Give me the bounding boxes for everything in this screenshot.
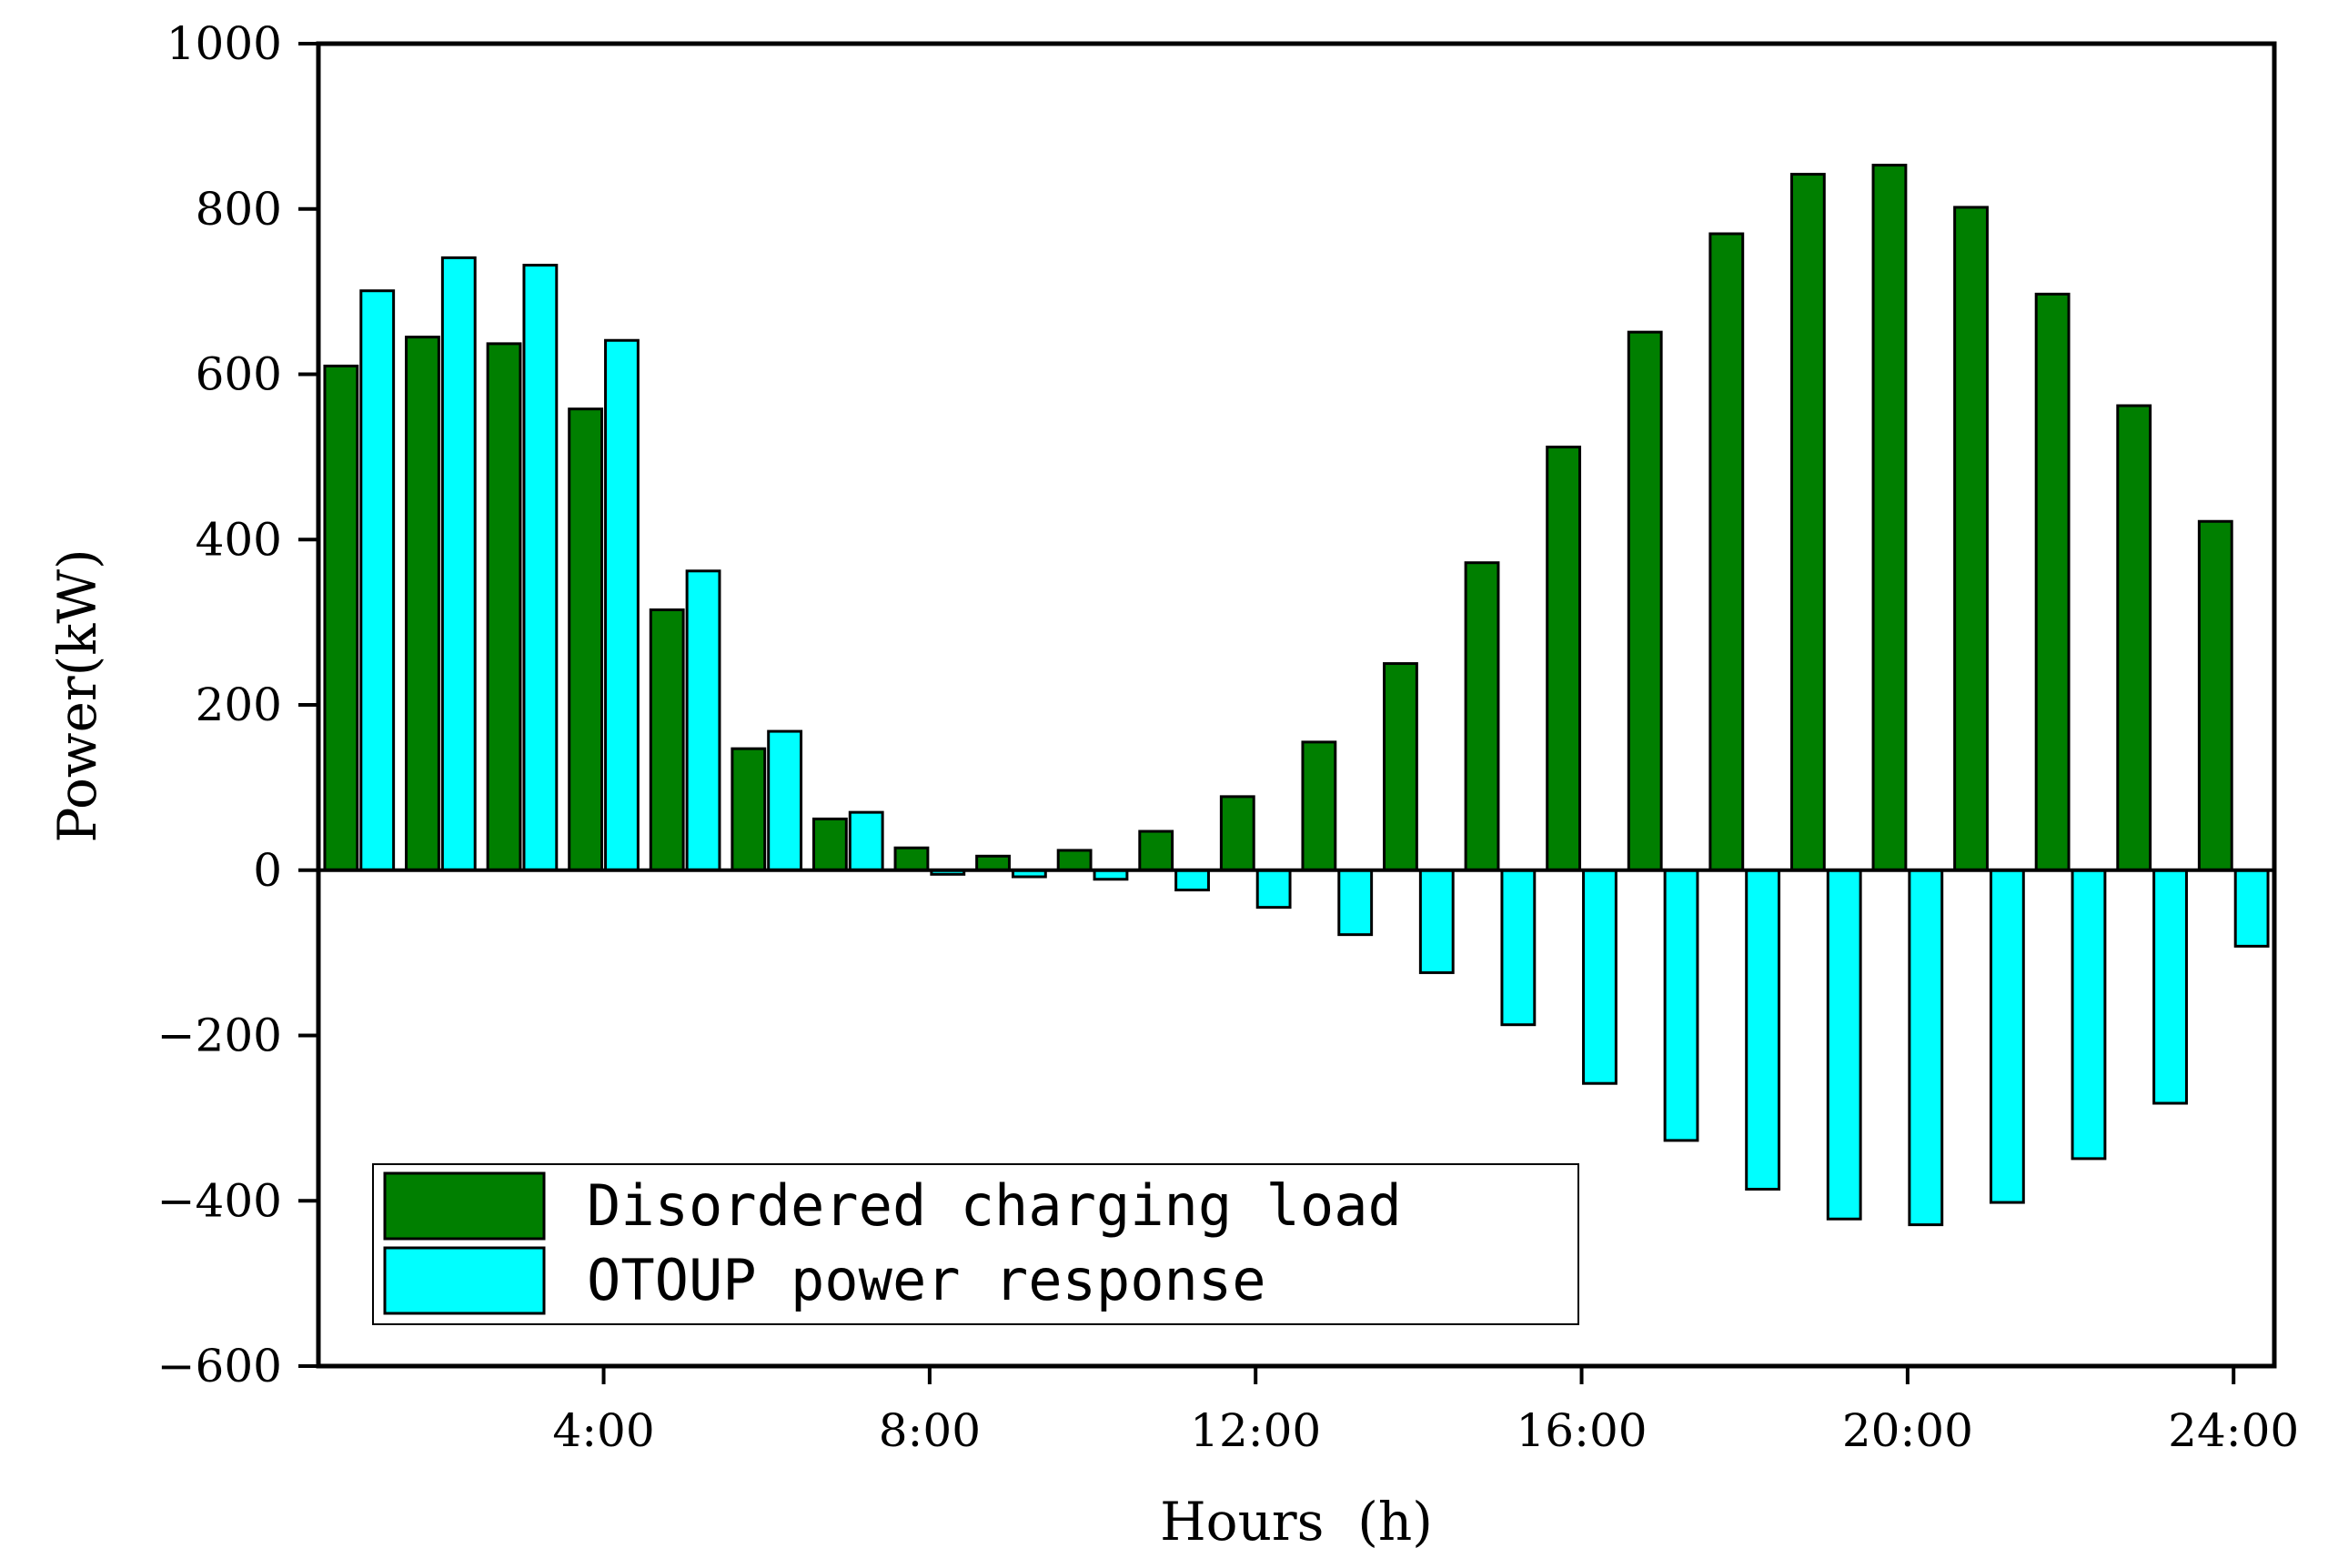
bar-otoup-12: [1255, 869, 1292, 910]
y-tick-label-2: 600: [196, 348, 282, 401]
legend-label-otoup: OTOUP power response: [587, 1247, 1266, 1313]
bar-disordered-20: [1871, 164, 1908, 872]
y-tick-label-4: 200: [196, 678, 282, 731]
x-axis: 4:00 8:00 12:00 16:00 20:00 24:00: [552, 1366, 2299, 1457]
bar-otoup-24: [2233, 869, 2270, 948]
bar-otoup-21: [1989, 869, 2025, 1204]
y-axis-title: Power(kW): [46, 548, 108, 842]
bar-disordered-1: [323, 364, 359, 872]
legend-label-disordered: Disordered charging load: [587, 1172, 1402, 1239]
x-tick-label-4: 20:00: [1842, 1404, 1973, 1457]
bar-otoup-23: [2152, 869, 2188, 1105]
bar-disordered-18: [1708, 232, 1745, 872]
bar-otoup-22: [2071, 869, 2107, 1161]
bar-disordered-23: [2116, 404, 2152, 872]
bar-disordered-5: [649, 608, 685, 872]
bar-otoup-15: [1500, 869, 1537, 1027]
bar-disordered-8: [893, 846, 930, 872]
bar-otoup-6: [767, 729, 803, 872]
y-axis: 1000 800 600 400 200 0 −200 −400 −600: [157, 17, 318, 1392]
bar-disordered-7: [811, 817, 848, 872]
x-tick-label-2: 12:00: [1190, 1404, 1321, 1457]
bar-otoup-1: [359, 289, 396, 872]
bar-otoup-19: [1826, 869, 1862, 1221]
bars-group: [323, 164, 2270, 1227]
bar-disordered-4: [568, 407, 604, 872]
bar-otoup-4: [604, 338, 640, 872]
bar-disordered-9: [975, 854, 1011, 872]
x-tick-label-1: 8:00: [879, 1404, 981, 1457]
bar-disordered-2: [405, 336, 440, 872]
y-tick-label-0: 1000: [166, 17, 282, 70]
bar-otoup-18: [1745, 869, 1781, 1191]
bar-otoup-20: [1908, 869, 1944, 1227]
legend-swatch-disordered: [383, 1171, 546, 1241]
bar-disordered-12: [1219, 795, 1255, 872]
bar-disordered-21: [1953, 206, 1989, 872]
y-tick-label-7: −400: [157, 1174, 282, 1227]
legend: Disordered charging load OTOUP power res…: [372, 1163, 1579, 1325]
x-tick-label-0: 4:00: [552, 1404, 654, 1457]
y-tick-label-1: 800: [196, 183, 282, 236]
bar-disordered-10: [1056, 849, 1093, 872]
y-tick-label-6: −200: [157, 1010, 282, 1062]
bar-otoup-3: [522, 264, 559, 872]
y-tick-label-5: 0: [253, 844, 282, 897]
bar-disordered-16: [1546, 445, 1582, 872]
bar-otoup-5: [685, 569, 721, 872]
legend-box: [372, 1163, 1579, 1325]
bar-otoup-11: [1174, 869, 1210, 892]
bar-disordered-15: [1464, 561, 1500, 872]
bar-otoup-13: [1337, 869, 1374, 937]
bar-otoup-2: [440, 256, 477, 872]
legend-swatch-otoup: [383, 1246, 546, 1315]
bar-disordered-6: [731, 747, 767, 872]
bar-disordered-3: [486, 342, 522, 872]
bar-otoup-16: [1582, 869, 1618, 1085]
x-tick-label-3: 16:00: [1516, 1404, 1647, 1457]
bar-disordered-11: [1138, 829, 1174, 872]
bar-otoup-14: [1418, 869, 1455, 974]
bar-otoup-17: [1663, 869, 1699, 1142]
bar-disordered-14: [1383, 662, 1418, 872]
bar-disordered-24: [2197, 519, 2233, 872]
y-tick-label-3: 400: [196, 513, 282, 566]
bar-disordered-19: [1789, 173, 1826, 872]
bar-otoup-7: [848, 810, 884, 872]
bar-disordered-17: [1627, 330, 1663, 872]
x-tick-label-5: 24:00: [2168, 1404, 2299, 1457]
bar-disordered-13: [1301, 740, 1337, 872]
y-tick-label-8: −600: [157, 1340, 282, 1392]
bar-disordered-22: [2034, 292, 2071, 872]
x-axis-title: Hours (h): [1160, 1491, 1433, 1553]
